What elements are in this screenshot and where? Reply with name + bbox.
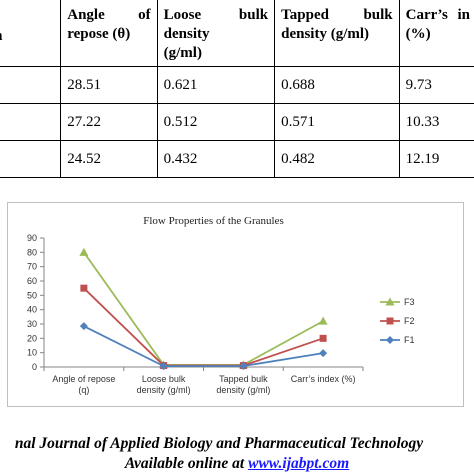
y-tick-label: 20 — [27, 333, 37, 343]
y-tick-label: 30 — [27, 319, 37, 329]
data-point-f3 — [318, 316, 328, 325]
journal-name: nal Journal of Applied Biology and Pharm… — [14, 435, 424, 452]
y-tick-label: 90 — [27, 233, 37, 243]
table-row: 27.22 0.512 0.571 10.33 — [0, 103, 474, 141]
header-formulation: ation — [0, 0, 62, 67]
table-cell-angle: 28.51 — [60, 66, 158, 104]
table-cell-tapped: 0.688 — [274, 66, 400, 104]
x-tick-label: Angle of repose — [52, 374, 115, 384]
availability-line: Available online at www.ijabpt.com — [0, 455, 474, 473]
legend-label-f1: F1 — [404, 335, 415, 345]
x-tick-label: Loose bulk — [142, 374, 186, 384]
table-cell-loose: 0.621 — [156, 66, 276, 104]
table-cell-formulation — [0, 66, 62, 104]
y-tick-label: 80 — [27, 247, 37, 257]
chart-svg: Flow Properties of the Granules 0 10 20 30 40… — [27, 215, 415, 395]
x-tick-label: density (g/ml) — [216, 385, 270, 395]
flow-properties-chart: Flow Properties of the Granules 0 10 20 30 40… — [7, 202, 464, 407]
x-tick-label: Carr’s index (%) — [291, 374, 356, 384]
y-tick-label: 60 — [27, 276, 37, 286]
table-cell-loose: 0.432 — [156, 140, 276, 178]
table-row: 24.52 0.432 0.482 12.19 — [0, 140, 474, 178]
table-cell-formulation — [0, 103, 62, 141]
availability-prefix: Available online at — [124, 455, 249, 472]
series-line-f1 — [83, 325, 324, 368]
header-loose-bulk-density: Loose bulk density (g/ml) — [156, 0, 276, 67]
table-cell-formulation — [0, 140, 62, 178]
legend-label-f3: F3 — [404, 297, 415, 307]
data-point-f1 — [159, 362, 168, 371]
legend-marker-f2 — [386, 317, 394, 325]
y-tick-label: 40 — [27, 305, 37, 315]
legend-marker-f3 — [385, 297, 395, 306]
header-angle-of-repose: Angle of repose (θ) — [60, 0, 158, 67]
header-tapped-bulk-density: Tapped bulk density (g/ml) — [274, 0, 400, 67]
data-point-f3 — [79, 247, 89, 256]
table-cell-angle: 24.52 — [60, 140, 158, 178]
table-cell-tapped: 0.571 — [274, 103, 400, 141]
legend-marker-f1 — [386, 336, 394, 344]
series-line-f2 — [83, 287, 324, 367]
data-point-f1 — [79, 322, 88, 331]
table-cell-carr: 9.73 — [398, 66, 474, 104]
table-row: 28.51 0.621 0.688 9.73 — [0, 66, 474, 104]
journal-link[interactable]: www.ijabpt.com — [248, 455, 350, 472]
y-tick-label: 50 — [27, 290, 37, 300]
data-point-f2 — [319, 334, 327, 342]
table-cell-carr: 12.19 — [398, 140, 474, 178]
series-line-f3 — [83, 251, 324, 366]
y-tick-label: 0 — [32, 362, 37, 372]
chart-title: Flow Properties of the Granules — [143, 215, 284, 227]
table-cell-loose: 0.512 — [156, 103, 276, 141]
table-cell-tapped: 0.482 — [274, 140, 400, 178]
legend-label-f2: F2 — [404, 316, 415, 326]
header-formulation-text: ation — [1, 27, 55, 46]
data-point-f1 — [319, 349, 328, 358]
header-carrs-index: Carr’s in (%) — [398, 0, 474, 67]
table-cell-carr: 10.33 — [398, 103, 474, 141]
x-tick-label: (q) — [78, 385, 89, 395]
table-cell-angle: 27.22 — [60, 103, 158, 141]
x-tick-label: Tapped bulk — [219, 374, 268, 384]
y-tick-label: 10 — [27, 348, 37, 358]
y-tick-label: 70 — [27, 262, 37, 272]
data-point-f1 — [239, 361, 248, 370]
x-tick-label: density (g/ml) — [137, 385, 191, 395]
data-point-f2 — [80, 284, 88, 292]
